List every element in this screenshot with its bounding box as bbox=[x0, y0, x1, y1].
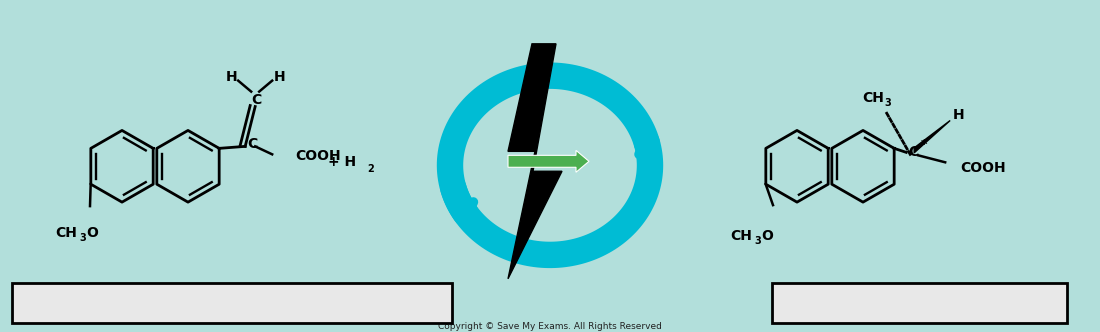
FancyArrow shape bbox=[508, 150, 588, 172]
Text: 2: 2 bbox=[366, 164, 374, 174]
Text: CHIRAL  RUTHENIUM  CATALYST: CHIRAL RUTHENIUM CATALYST bbox=[109, 295, 355, 310]
Text: COOH: COOH bbox=[960, 161, 1005, 175]
FancyBboxPatch shape bbox=[12, 283, 452, 323]
Text: CH: CH bbox=[862, 91, 884, 105]
Text: *: * bbox=[921, 138, 927, 151]
Text: H: H bbox=[953, 108, 964, 122]
Text: CH: CH bbox=[55, 226, 77, 240]
Polygon shape bbox=[914, 121, 950, 153]
Text: H: H bbox=[274, 70, 285, 84]
Text: 3: 3 bbox=[79, 233, 87, 243]
Text: 3: 3 bbox=[884, 98, 892, 108]
Text: 3: 3 bbox=[755, 236, 761, 246]
Polygon shape bbox=[508, 44, 562, 279]
Text: O: O bbox=[761, 229, 773, 243]
FancyBboxPatch shape bbox=[772, 283, 1067, 323]
Text: NAPROXEN: NAPROXEN bbox=[883, 295, 957, 310]
Text: H: H bbox=[226, 70, 236, 84]
Text: Copyright © Save My Exams. All Rights Reserved: Copyright © Save My Exams. All Rights Re… bbox=[438, 322, 662, 331]
Text: + H: + H bbox=[328, 155, 356, 169]
Text: C: C bbox=[909, 145, 918, 159]
Text: O: O bbox=[86, 226, 98, 240]
Text: COOH: COOH bbox=[295, 149, 341, 163]
Text: C: C bbox=[251, 93, 262, 107]
Text: CH: CH bbox=[730, 229, 752, 243]
Text: C: C bbox=[248, 137, 257, 151]
